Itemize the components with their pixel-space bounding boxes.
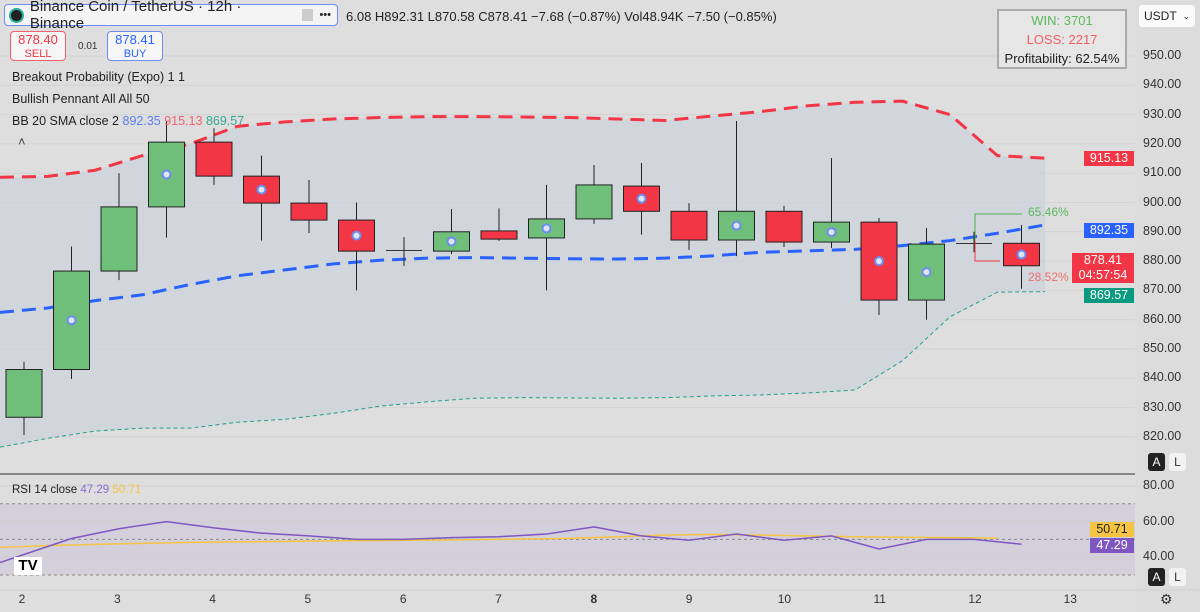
bullish-candle (5, 369, 43, 418)
price-axis-bg (1135, 0, 1200, 612)
bearish-candle (480, 230, 518, 240)
bullish-candle (575, 184, 613, 220)
symbol-button[interactable]: Binance Coin / TetherUS · 12h · Binance •… (4, 0, 338, 32)
bearish-candle (195, 141, 233, 177)
rsi-log-scale-button[interactable]: L (1169, 568, 1186, 586)
bearish-candle (290, 202, 328, 221)
breakout-up-line (974, 213, 1022, 241)
indicator-bb[interactable]: BB 20 SMA close 2 892.35 915.13 869.57 (12, 114, 245, 128)
settings-gear-icon[interactable]: ⚙ (1160, 591, 1173, 607)
pattern-marker-icon (351, 230, 362, 241)
pattern-marker-icon (921, 267, 932, 278)
loss-count: LOSS: 2217 (1026, 32, 1098, 47)
bearish-candle (338, 219, 375, 252)
time-tick: 2 (18, 592, 26, 606)
pattern-marker-icon (874, 256, 884, 267)
countdown: 04:57:54 (1078, 268, 1128, 282)
time-tick: 9 (685, 592, 693, 606)
indicator-rsi[interactable]: RSI 14 close 47.29 50.71 (12, 484, 142, 496)
rsi-auto-scale-button[interactable]: A (1148, 568, 1165, 586)
time-tick: 11 (873, 592, 886, 606)
rsi-badge: 47.29 (1090, 538, 1134, 553)
indicator-breakout[interactable]: Breakout Probability (Expo) 1 1 (12, 70, 186, 84)
pattern-marker-icon (636, 193, 647, 204)
binance-logo-icon (9, 7, 24, 23)
time-tick: 7 (495, 592, 502, 606)
bullish-candle (100, 206, 138, 272)
breakout-up-label: 65.46% (1028, 205, 1069, 219)
pattern-marker-icon (256, 184, 267, 195)
auto-scale-button[interactable]: A (1148, 453, 1165, 471)
flag-icon[interactable] (301, 9, 314, 21)
bb-upper-badge: 915.13 (1084, 151, 1134, 166)
log-scale-button[interactable]: L (1169, 453, 1186, 471)
pattern-marker-icon (731, 220, 742, 231)
breakout-down-line (974, 241, 1000, 262)
price-tick: 880.00 (1143, 253, 1182, 268)
price-tick: 830.00 (1143, 399, 1182, 414)
rsi-ma-badge: 50.71 (1090, 522, 1134, 537)
pattern-marker-icon (66, 315, 77, 326)
win-count: WIN: 3701 (1031, 13, 1093, 28)
price-tick: 890.00 (1143, 223, 1182, 238)
chevron-down-icon: ⌄ (1182, 11, 1190, 21)
spread: 0.01 (78, 41, 98, 52)
breakout-down-label: 28.52% (1028, 270, 1069, 284)
time-tick: 8 (590, 592, 598, 606)
price-tick: 900.00 (1143, 194, 1182, 209)
rsi-tick: 40.00 (1143, 549, 1175, 564)
profitability: Profitability: 62.54% (1004, 51, 1120, 66)
pattern-marker-icon (1016, 249, 1027, 260)
time-tick: 10 (777, 592, 792, 606)
buy-button[interactable]: 878.41 BUY (107, 31, 163, 61)
rsi-tick: 80.00 (1143, 478, 1175, 492)
rsi-tick: 60.00 (1143, 513, 1175, 528)
symbol-title: Binance Coin / TetherUS · 12h · Binance (29, 0, 242, 32)
pattern-marker-icon (161, 169, 172, 180)
price-tick: 930.00 (1143, 106, 1182, 121)
bb-basis-badge: 892.35 (1084, 223, 1134, 238)
time-tick: 4 (209, 592, 216, 606)
time-tick: 3 (113, 592, 121, 606)
tradingview-logo-icon[interactable]: TV (14, 557, 42, 575)
price-tick: 840.00 (1143, 370, 1182, 385)
rsi-line (0, 520, 1022, 564)
currency-select[interactable]: USDT ⌄ (1139, 5, 1195, 27)
price-tick: 850.00 (1143, 341, 1182, 355)
time-tick: 13 (1063, 592, 1077, 606)
collapse-chevron-icon[interactable]: ˄ (18, 134, 26, 149)
sell-button[interactable]: 878.40 SELL (10, 31, 66, 61)
pattern-marker-icon (446, 236, 457, 247)
bearish-candle (670, 210, 708, 241)
win-loss-table: WIN: 3701 LOSS: 2217 Profitability: 62.54% (997, 9, 1127, 69)
price-tick: 860.00 (1143, 311, 1182, 326)
time-tick: 5 (304, 592, 312, 606)
pattern-marker-icon (541, 223, 552, 234)
time-tick: 12 (968, 592, 982, 606)
bb-basis-line (0, 223, 1046, 314)
bearish-candle (765, 210, 803, 243)
more-icon[interactable]: ••• (319, 9, 331, 21)
price-tick: 920.00 (1143, 135, 1182, 150)
pattern-marker-icon (826, 227, 837, 238)
price-tick: 870.00 (1143, 282, 1182, 297)
price-tick: 820.00 (1143, 428, 1182, 443)
price-tick: 940.00 (1143, 77, 1182, 92)
last-price-badge: 878.41 04:57:54 (1072, 253, 1134, 283)
price-tick: 910.00 (1143, 165, 1182, 180)
indicator-pennant[interactable]: Bullish Pennant All All 50 (12, 92, 150, 106)
ohlc-readout: 6.08 H892.31 L870.58 C878.41 −7.68 (−0.8… (346, 9, 777, 24)
price-tick: 950.00 (1143, 48, 1182, 62)
bb-lower-line (0, 291, 1046, 448)
bb-lower-badge: 869.57 (1084, 288, 1134, 303)
time-tick: 6 (399, 592, 407, 606)
